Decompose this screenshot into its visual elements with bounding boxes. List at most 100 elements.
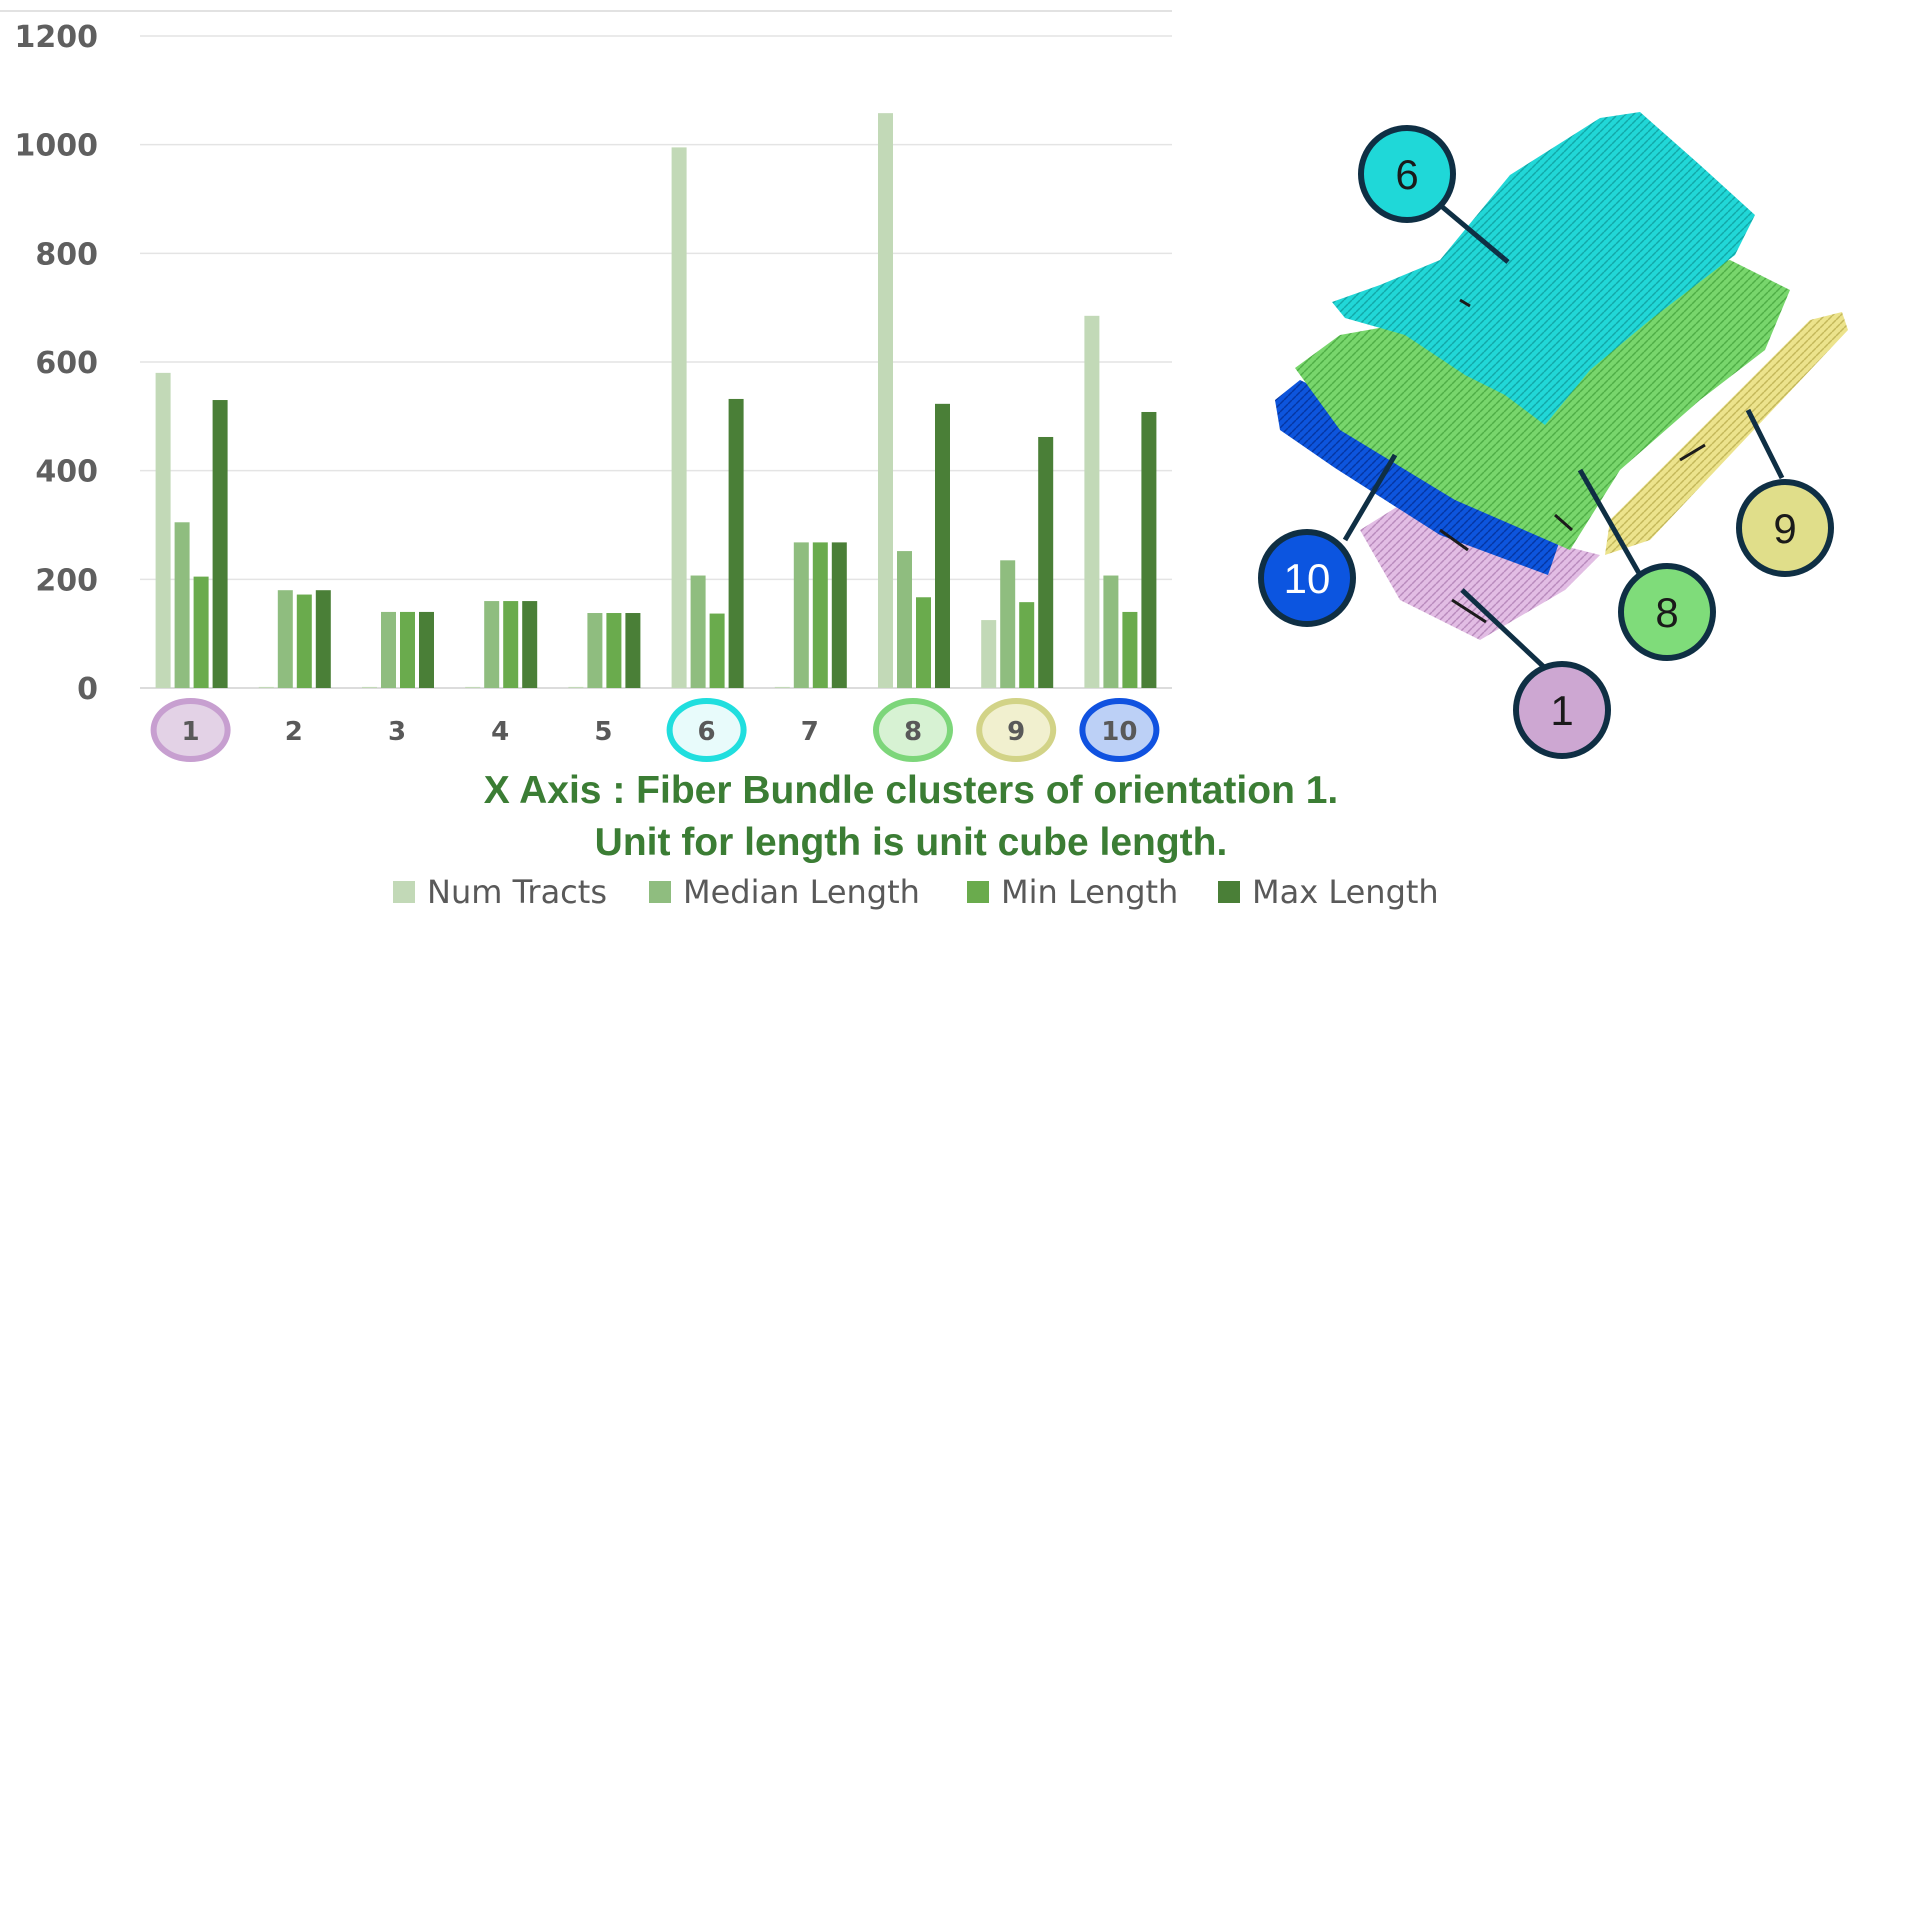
callout-label: 1 [1550, 687, 1573, 734]
bar-max-length [625, 613, 641, 688]
bar-num-tracts [155, 372, 171, 688]
callout-leader-line [1577, 468, 1643, 577]
x-tick-label: 5 [594, 717, 612, 747]
legend-swatch [393, 881, 415, 903]
category-highlight-oval [873, 698, 953, 762]
bar-num-tracts [258, 686, 274, 688]
bar-median-length [381, 611, 396, 688]
category-highlight-oval [150, 698, 231, 762]
bar-max-length [728, 398, 744, 688]
bar-max-length [1141, 411, 1157, 688]
caption-line-1: X Axis : Fiber Bundle clusters of orient… [484, 769, 1339, 812]
bar-median-length [1000, 560, 1016, 688]
bar-min-length [193, 576, 209, 688]
y-tick-label: 0 [77, 672, 98, 707]
bar-max-length [935, 403, 950, 688]
y-axis-tick-labels: 0 200 400 600 800 1000 1200 [15, 20, 99, 707]
x-tick-label: 2 [285, 717, 303, 747]
caption-line-2: Unit for length is unit cube length. [595, 821, 1228, 864]
bar-num-tracts [1084, 315, 1100, 688]
bar-num-tracts [568, 686, 584, 688]
bar-median-length [793, 542, 809, 688]
bars [155, 113, 1157, 689]
legend-swatch [1218, 881, 1240, 903]
bar-median-length [484, 601, 500, 688]
x-tick-label: 6 [698, 717, 716, 747]
bar-median-length [174, 522, 190, 688]
callout-label: 9 [1773, 505, 1796, 552]
bar-median-length [897, 551, 912, 688]
callout-label: 10 [1284, 555, 1331, 602]
legend-swatch [649, 881, 671, 903]
callout-circle [1618, 563, 1716, 661]
bar-max-length [315, 590, 331, 688]
bar-min-length [916, 597, 931, 688]
category-highlight-oval [1079, 698, 1160, 762]
x-tick-label: 3 [388, 717, 406, 747]
legend-label: Max Length [1252, 873, 1439, 911]
gridlines [140, 35, 1172, 689]
legend-label: Median Length [683, 873, 920, 911]
shadow-speckles [1439, 298, 1706, 624]
category-highlight-oval [976, 698, 1057, 762]
x-axis-tick-labels: 1 2 3 4 5 6 7 8 9 10 [182, 717, 1138, 747]
bar-min-length [606, 613, 622, 688]
callout-leader-line [1745, 408, 1785, 480]
legend-label: Num Tracts [427, 873, 607, 911]
bar-median-length [277, 590, 293, 688]
bar-min-length [709, 613, 725, 688]
cluster-6-layer [1332, 112, 1755, 425]
x-tick-label: 9 [1007, 717, 1025, 747]
y-tick-label: 1200 [15, 20, 99, 55]
bar-max-length [831, 542, 847, 688]
bar-median-length [690, 575, 706, 688]
callout-label: 6 [1395, 151, 1418, 198]
x-tick-label: 4 [491, 717, 509, 747]
bar-min-length [296, 594, 312, 688]
callout-circle [1513, 661, 1611, 759]
callout-circle [1358, 125, 1456, 223]
cluster-callouts: 6 10 8 9 1 [1258, 125, 1834, 759]
legend-swatch [967, 881, 989, 903]
callout-leader-line [1342, 453, 1398, 542]
bar-num-tracts [671, 147, 687, 689]
y-tick-label: 200 [35, 563, 98, 598]
cluster-1-layer [1360, 505, 1600, 640]
callout-leader-line [1438, 203, 1510, 264]
bar-min-length [1122, 611, 1138, 688]
bar-median-length [1103, 575, 1119, 688]
bar-num-tracts [878, 113, 893, 689]
callout-leader-line [1460, 588, 1547, 670]
callout-circle [1258, 529, 1356, 627]
bar-num-tracts [981, 620, 997, 688]
category-highlight-oval [666, 698, 747, 762]
callout-label: 8 [1655, 589, 1678, 636]
bar-num-tracts [774, 686, 790, 688]
x-tick-label: 7 [801, 717, 819, 747]
bar-max-length [1038, 436, 1054, 688]
bar-max-length [522, 601, 538, 688]
legend-label: Min Length [1001, 873, 1178, 911]
x-tick-label: 10 [1101, 717, 1137, 747]
bar-min-length [503, 601, 519, 688]
legend: Num Tracts Median Length Min Length Max Len… [393, 873, 1439, 911]
bar-max-length [212, 400, 228, 688]
bar-min-length [400, 611, 415, 688]
y-tick-label: 800 [35, 237, 98, 272]
bar-median-length [587, 613, 603, 688]
bar-min-length [812, 542, 828, 688]
y-tick-label: 400 [35, 455, 98, 490]
bar-num-tracts [465, 686, 481, 688]
y-tick-label: 600 [35, 346, 98, 381]
category-highlight-ovals [150, 698, 1160, 762]
bar-max-length [419, 611, 434, 688]
x-tick-label: 8 [904, 717, 922, 747]
bar-min-length [1019, 602, 1035, 688]
callout-circle [1736, 479, 1834, 577]
y-tick-label: 1000 [15, 129, 99, 164]
x-tick-label: 1 [182, 717, 200, 747]
fiber-bundle-illustration [1275, 112, 1848, 640]
bar-num-tracts [362, 686, 377, 688]
cluster-9-layer [1605, 312, 1848, 555]
